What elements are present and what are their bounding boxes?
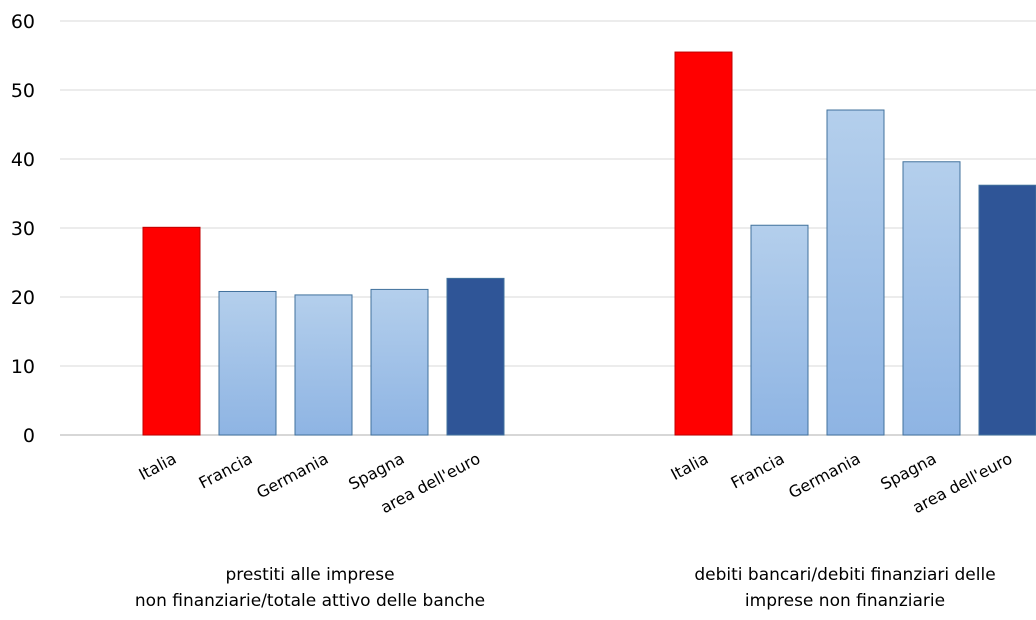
category-label-group2-spagna: Spagna [877,449,939,494]
y-tick-label-50: 50 [11,80,35,102]
bar-group1-spagna [371,289,428,435]
bar-group1-germania [295,295,352,435]
bar-group2-francia [751,225,808,435]
category-label-group2-germania: Germania [785,449,863,503]
bar-group1-italia [143,227,200,435]
bar-group1-francia [219,291,276,435]
bars [143,52,1036,435]
y-tick-label-20: 20 [11,287,35,309]
category-label-group1-italia: Italia [136,449,180,484]
bar-group2-germania [827,110,884,435]
y-axis-tick-labels: 0 10 20 30 40 50 60 [11,11,35,447]
bar-group1-area-dell-euro [447,278,504,435]
bar-group2-italia [675,52,732,435]
gridlines [60,21,1036,435]
y-tick-label-60: 60 [11,11,35,33]
y-tick-label-30: 30 [11,218,35,240]
group-label-2-line-2: imprese non finanziarie [745,591,945,611]
y-tick-label-0: 0 [23,425,35,447]
group-label-2-line-1: debiti bancari/debiti finanziari delle [694,565,995,585]
bar-group2-spagna [903,162,960,435]
y-tick-label-10: 10 [11,356,35,378]
category-label-group1-spagna: Spagna [345,449,407,494]
group-label-1-line-2: non finanziarie/totale attivo delle banc… [135,591,485,611]
category-label-group2-italia: Italia [668,449,712,484]
y-tick-label-40: 40 [11,149,35,171]
group-labels: prestiti alle imprese non finanziarie/tot… [135,565,996,611]
category-label-group1-francia: Francia [196,449,256,493]
bar-group2-area-dell-euro [979,185,1036,435]
category-label-group2-francia: Francia [728,449,788,493]
category-label-group1-germania: Germania [253,449,331,503]
group-label-1-line-1: prestiti alle imprese [225,565,394,585]
